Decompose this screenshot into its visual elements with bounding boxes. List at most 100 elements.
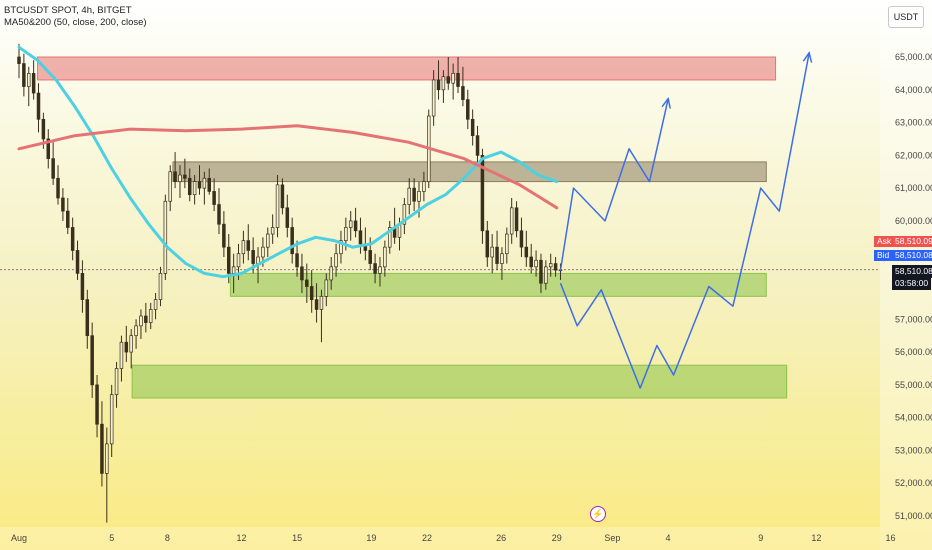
candle[interactable] [290, 217, 294, 264]
ma50-line[interactable] [17, 45, 559, 279]
candle[interactable] [431, 70, 436, 126]
candle[interactable] [100, 401, 104, 487]
candle[interactable] [490, 234, 494, 274]
candle[interactable] [119, 335, 124, 382]
candle[interactable] [207, 168, 211, 195]
zone-support-lower[interactable] [131, 364, 788, 399]
candle[interactable] [124, 325, 129, 362]
candle[interactable] [329, 256, 333, 290]
candle[interactable] [544, 260, 548, 290]
candle[interactable] [66, 197, 70, 235]
candle[interactable] [85, 289, 90, 349]
candle[interactable] [514, 201, 519, 238]
candle[interactable] [192, 175, 197, 205]
candle[interactable] [500, 247, 504, 280]
candle[interactable] [27, 66, 31, 107]
candle[interactable] [383, 240, 387, 277]
candle[interactable] [285, 194, 290, 238]
candle[interactable] [56, 165, 60, 205]
candle[interactable] [295, 240, 299, 277]
candle[interactable] [158, 266, 163, 307]
indicator-legend[interactable]: MA50&200 (50, close, 200, close) [4, 17, 147, 28]
candle[interactable] [480, 148, 485, 244]
candle[interactable] [534, 250, 538, 277]
candle[interactable] [319, 289, 324, 343]
candle[interactable] [280, 178, 285, 215]
candle[interactable] [300, 253, 304, 294]
candle[interactable] [475, 125, 480, 166]
candle[interactable] [217, 188, 221, 235]
candle[interactable] [183, 158, 187, 189]
candle[interactable] [163, 194, 168, 280]
candle[interactable] [61, 188, 65, 221]
ma200-line[interactable] [17, 124, 559, 210]
candle[interactable] [197, 165, 202, 195]
candle[interactable] [246, 224, 251, 261]
candle[interactable] [36, 83, 41, 133]
candle[interactable] [495, 230, 499, 271]
candle[interactable] [75, 240, 80, 280]
candle[interactable] [114, 361, 119, 408]
candle[interactable] [105, 427, 109, 523]
candle[interactable] [90, 322, 94, 398]
candle[interactable] [134, 319, 138, 349]
zone-resistance[interactable] [37, 56, 777, 81]
candle[interactable] [22, 53, 26, 97]
candle[interactable] [358, 217, 363, 254]
candle[interactable] [407, 178, 411, 215]
candle[interactable] [129, 329, 133, 369]
candle[interactable] [241, 230, 246, 264]
candle[interactable] [109, 384, 114, 457]
candle[interactable] [51, 142, 55, 185]
candle[interactable] [529, 243, 533, 274]
candle[interactable] [451, 63, 455, 100]
candle[interactable] [275, 175, 280, 238]
candle[interactable] [324, 273, 329, 307]
candle[interactable] [456, 57, 460, 94]
candle[interactable] [70, 217, 75, 261]
candle[interactable] [524, 230, 529, 267]
candle[interactable] [270, 214, 275, 244]
candle[interactable] [173, 152, 177, 189]
candle[interactable] [519, 217, 524, 257]
candle[interactable] [168, 165, 172, 212]
candle[interactable] [509, 197, 514, 244]
candle[interactable] [505, 227, 509, 264]
lightning-icon[interactable]: ⚡ [590, 506, 606, 522]
candle[interactable] [553, 256, 558, 277]
candle[interactable] [470, 109, 475, 146]
candle[interactable] [144, 302, 148, 333]
candle[interactable] [202, 171, 207, 205]
candle[interactable] [46, 129, 51, 169]
candle[interactable] [148, 302, 153, 330]
candle[interactable] [187, 168, 192, 202]
candle[interactable] [387, 220, 392, 254]
candle[interactable] [422, 171, 426, 202]
candle[interactable] [80, 260, 85, 313]
candle[interactable] [17, 43, 21, 79]
candle[interactable] [314, 283, 319, 323]
candle[interactable] [348, 211, 353, 241]
projection-path-up[interactable] [559, 100, 669, 271]
candle[interactable] [95, 375, 99, 438]
candle[interactable] [153, 293, 158, 320]
candle[interactable] [412, 178, 416, 212]
candle[interactable] [212, 178, 216, 212]
candle[interactable] [305, 263, 309, 303]
candle[interactable] [441, 70, 446, 103]
time-scale[interactable] [0, 527, 880, 550]
projection-path-down[interactable] [559, 54, 810, 389]
candle[interactable] [548, 253, 553, 277]
candle[interactable] [309, 270, 314, 313]
candle[interactable] [266, 227, 270, 257]
zone-support-upper[interactable] [229, 272, 767, 297]
candle[interactable] [373, 253, 377, 284]
candle[interactable] [222, 211, 226, 257]
candle[interactable] [466, 89, 470, 130]
candle[interactable] [178, 165, 182, 198]
candle[interactable] [339, 230, 343, 264]
candle[interactable] [539, 253, 543, 294]
candle[interactable] [378, 256, 382, 287]
